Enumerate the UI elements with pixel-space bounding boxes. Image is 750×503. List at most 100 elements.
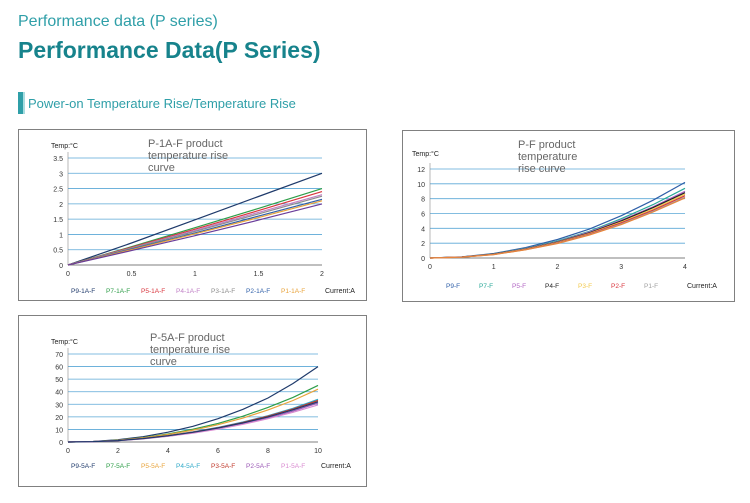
chart-panel-5a: 0 10 20 30 40 50 60 70 0 2 4 6 8 10 Temp:°C Current:A P-… xyxy=(18,315,367,487)
chart-5a-svg: 0 10 20 30 40 50 60 70 0 2 4 6 8 10 Temp:°C Current:A P-… xyxy=(51,332,351,470)
y-tick-label: 0 xyxy=(421,256,425,263)
series-line xyxy=(67,404,319,443)
x-tick-label: 1 xyxy=(492,264,496,271)
x-tick-label: 1.5 xyxy=(254,271,264,278)
chart-panel-pf: 0 2 4 6 8 10 12 0 1 2 3 4 Temp:°C Current:A P-F produc… xyxy=(402,130,735,302)
page-eyebrow: Performance data (P series) xyxy=(18,13,218,30)
x-axis-label: Current:A xyxy=(325,288,355,295)
legend-entry: P2-5A-F xyxy=(246,463,270,470)
legend-entry: P5-1A-F xyxy=(141,288,165,295)
legend-entry: P2-1A-F xyxy=(246,288,270,295)
y-axis-label: Temp:°C xyxy=(51,142,78,150)
y-tick-label: 40 xyxy=(55,390,63,397)
x-tick-label: 0 xyxy=(66,271,70,278)
legend-entry: P1-1A-F xyxy=(281,288,305,295)
chart-title-line: P-5A-F product xyxy=(150,332,225,344)
chart-title-line: temperature rise xyxy=(148,150,228,162)
x-tick-label: 0.5 xyxy=(127,271,137,278)
y-tick-label: 4 xyxy=(421,226,425,233)
legend-entry: P3-F xyxy=(578,283,592,290)
chart-title-line: temperature xyxy=(518,151,577,163)
x-axis-label: Current:A xyxy=(321,463,351,470)
chart-title-line: temperature rise xyxy=(150,344,230,356)
chart-1a-svg: 0 0.5 1 1.5 2 2.5 3 3.5 0 0.5 1 1.5 2 Temp:°C Current:… xyxy=(51,138,355,295)
chart-title-line: P-1A-F product xyxy=(148,138,223,150)
y-tick-label: 3.5 xyxy=(53,156,63,163)
chart-panel-1a: 0 0.5 1 1.5 2 2.5 3 3.5 0 0.5 1 1.5 2 Temp:°C Current:… xyxy=(18,129,367,301)
legend-entry: P1-F xyxy=(644,283,658,290)
y-tick-label: 0 xyxy=(59,440,63,447)
y-tick-label: 3 xyxy=(59,171,63,178)
series-line xyxy=(67,203,323,266)
chart-title-line: curve xyxy=(148,162,175,174)
x-tick-label: 8 xyxy=(266,448,270,455)
x-tick-label: 3 xyxy=(619,264,623,271)
y-tick-label: 2 xyxy=(59,202,63,209)
legend-entry: P9-5A-F xyxy=(71,463,95,470)
chart-title: P-F product temperature rise curve xyxy=(518,139,577,175)
chart-title-line: curve xyxy=(150,356,177,368)
y-tick-label: 2 xyxy=(421,241,425,248)
y-tick-label: 60 xyxy=(55,365,63,372)
legend-entry: P9-1A-F xyxy=(71,288,95,295)
legend-entry: P5-5A-F xyxy=(141,463,165,470)
y-tick-label: 70 xyxy=(55,352,63,359)
x-tick-label: 2 xyxy=(556,264,560,271)
x-tick-label: 0 xyxy=(66,448,70,455)
series-line xyxy=(429,196,686,259)
legend-entry: P7-1A-F xyxy=(106,288,130,295)
legend-entry: P4-1A-F xyxy=(176,288,200,295)
x-tick-label: 4 xyxy=(683,264,687,271)
legend-entry: P3-5A-F xyxy=(211,463,235,470)
y-tick-label: 0 xyxy=(59,263,63,270)
page-title: Performance Data(P Series) xyxy=(18,37,321,63)
x-tick-label: 2 xyxy=(116,448,120,455)
y-tick-label: 0.5 xyxy=(53,248,63,255)
x-tick-label: 1 xyxy=(193,271,197,278)
y-tick-label: 10 xyxy=(55,427,63,434)
section-title: Power-on Temperature Rise/Temperature Ri… xyxy=(28,95,296,111)
x-tick-label: 4 xyxy=(166,448,170,455)
y-axis-label: Temp:°C xyxy=(412,150,439,158)
series-line xyxy=(429,195,686,259)
legend-entry: P7-5A-F xyxy=(106,463,130,470)
legend-entry: P5-F xyxy=(512,283,526,290)
legend-entry: P4-F xyxy=(545,283,559,290)
chart-title: P-5A-F product temperature rise curve xyxy=(150,332,230,368)
series-line xyxy=(67,198,323,266)
series-line xyxy=(67,188,323,266)
y-tick-label: 1.5 xyxy=(53,217,63,224)
section-accent-bar xyxy=(18,92,25,114)
y-tick-label: 50 xyxy=(55,377,63,384)
series-line xyxy=(67,402,319,443)
section-header: Power-on Temperature Rise/Temperature Ri… xyxy=(18,92,296,114)
x-tick-label: 2 xyxy=(320,271,324,278)
legend-entry: P3-1A-F xyxy=(211,288,235,295)
y-tick-label: 12 xyxy=(417,167,425,174)
series-line xyxy=(67,399,319,443)
legend-entry: P4-5A-F xyxy=(176,463,200,470)
y-axis-label: Temp:°C xyxy=(51,338,78,346)
legend-entry: P9-F xyxy=(446,283,460,290)
y-tick-label: 1 xyxy=(59,232,63,239)
x-tick-label: 6 xyxy=(216,448,220,455)
y-tick-label: 30 xyxy=(55,402,63,409)
series-line xyxy=(429,192,686,259)
x-tick-label: 0 xyxy=(428,264,432,271)
chart-title-line: rise curve xyxy=(518,163,566,175)
series-line xyxy=(429,181,686,259)
legend-entry: P1-5A-F xyxy=(281,463,305,470)
series-line xyxy=(429,197,686,259)
y-tick-label: 20 xyxy=(55,415,63,422)
legend-entry: P7-F xyxy=(479,283,493,290)
y-tick-label: 10 xyxy=(417,182,425,189)
x-axis-label: Current:A xyxy=(687,283,717,290)
x-tick-label: 10 xyxy=(314,448,322,455)
series-line xyxy=(429,190,686,259)
legend-entry: P2-F xyxy=(611,283,625,290)
chart-title-line: P-F product xyxy=(518,139,575,151)
series-line xyxy=(67,172,323,266)
y-tick-label: 2.5 xyxy=(53,187,63,194)
y-tick-label: 8 xyxy=(421,197,425,204)
